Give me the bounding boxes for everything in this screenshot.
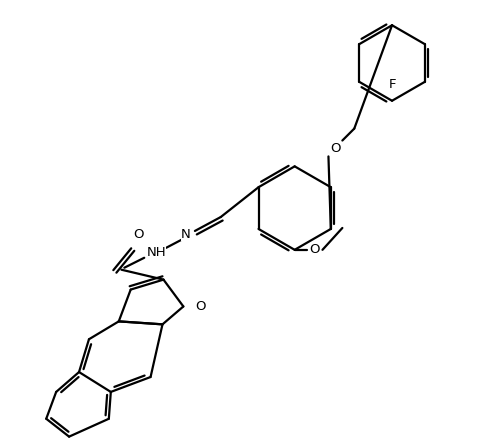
Text: F: F bbox=[387, 78, 395, 91]
Text: O: O bbox=[133, 228, 143, 241]
Text: O: O bbox=[309, 243, 319, 256]
Text: O: O bbox=[329, 142, 340, 155]
Text: NH: NH bbox=[146, 246, 166, 259]
Text: N: N bbox=[181, 229, 191, 241]
Text: O: O bbox=[195, 300, 205, 313]
